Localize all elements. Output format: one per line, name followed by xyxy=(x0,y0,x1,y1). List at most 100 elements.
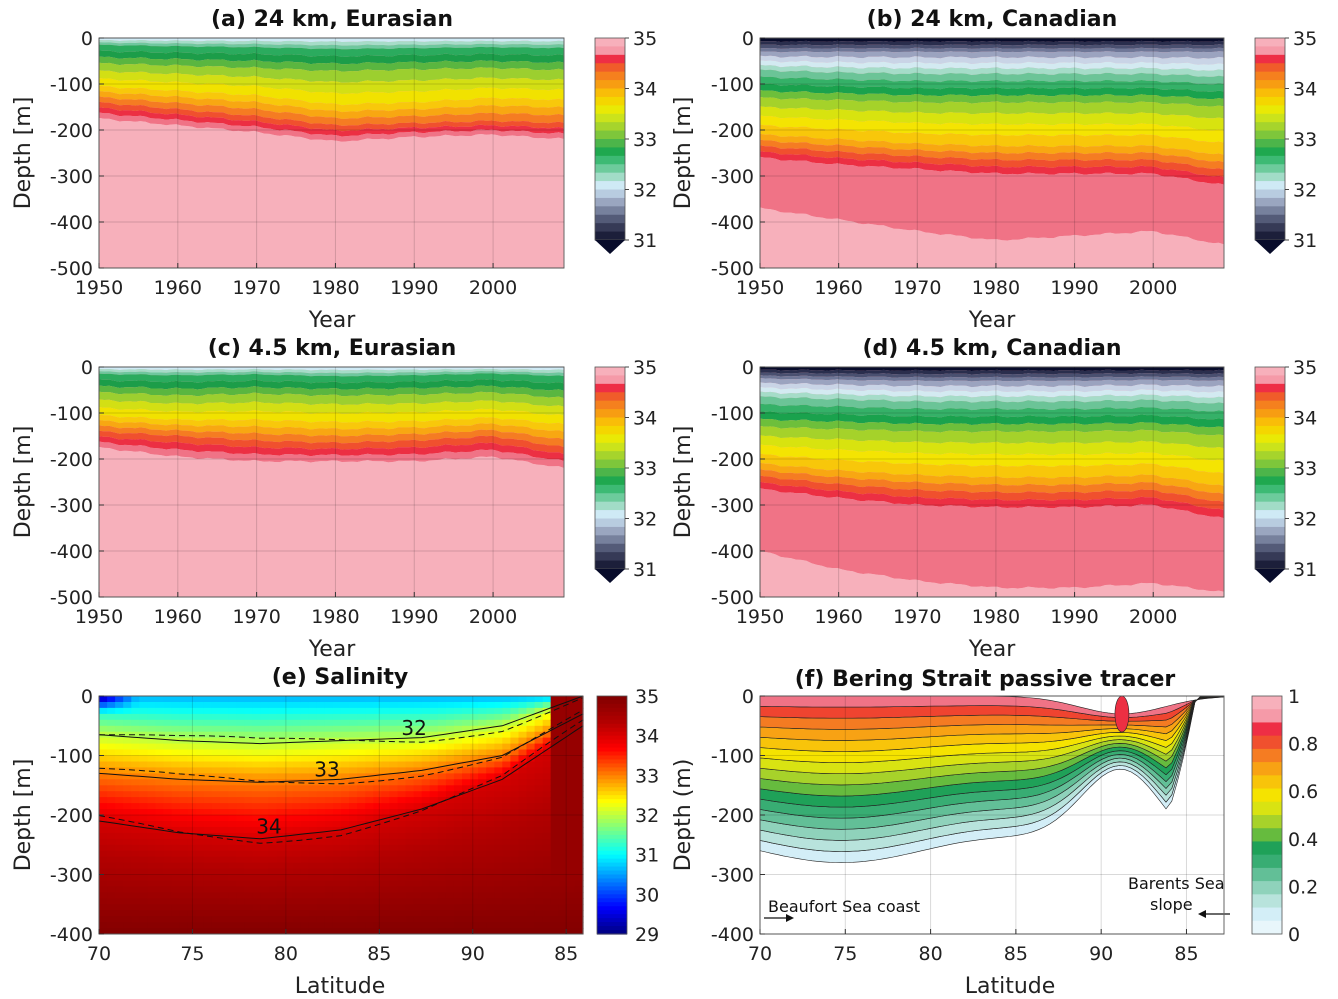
salinity-cell xyxy=(228,773,237,780)
salinity-cell xyxy=(566,821,576,828)
salinity-cell xyxy=(341,803,350,810)
salinity-cell xyxy=(300,707,310,715)
colorbar-band xyxy=(1252,881,1282,895)
salinity-cell xyxy=(171,755,181,762)
colorbar-band xyxy=(595,552,625,562)
salinity-cell xyxy=(574,713,584,721)
salinity-cell xyxy=(421,779,431,786)
salinity-cell xyxy=(349,928,358,935)
salinity-cell xyxy=(252,922,261,929)
salinity-cell xyxy=(163,713,173,721)
salinity-cell xyxy=(341,719,350,727)
salinity-cell xyxy=(268,809,278,816)
salinity-cell xyxy=(316,916,326,923)
salinity-cell xyxy=(534,874,544,881)
salinity-cell xyxy=(381,850,390,858)
salinity-cell xyxy=(179,719,189,727)
salinity-cell xyxy=(107,904,116,911)
salinity-cell xyxy=(155,702,165,709)
salinity-cell xyxy=(453,743,463,751)
salinity-cell xyxy=(421,826,431,834)
colorbar-band xyxy=(1252,828,1282,843)
salinity-cell xyxy=(236,874,245,881)
salinity-cell xyxy=(316,850,326,858)
salinity-cell xyxy=(179,731,189,739)
salinity-cell xyxy=(244,856,253,864)
salinity-cell xyxy=(494,874,503,881)
salinity-cell xyxy=(550,892,560,899)
salinity-cell xyxy=(244,880,253,887)
salinity-cell xyxy=(373,696,382,703)
salinity-cell xyxy=(542,713,552,721)
salinity-cell xyxy=(123,874,132,881)
y-tick-label: 0 xyxy=(742,686,754,708)
salinity-cell xyxy=(155,862,165,870)
salinity-cell xyxy=(324,910,334,917)
colorbar-band xyxy=(597,767,627,772)
salinity-cell xyxy=(332,731,342,739)
salinity-cell xyxy=(494,702,503,709)
salinity-cell xyxy=(389,868,399,875)
colorbar-band xyxy=(595,96,625,106)
salinity-cell xyxy=(413,874,423,881)
salinity-cell xyxy=(171,779,181,786)
salinity-cell xyxy=(115,815,124,822)
salinity-cell xyxy=(381,761,390,768)
salinity-cell xyxy=(437,898,447,905)
isohaline-obs-34 xyxy=(98,719,584,844)
panel-c-axes: 1950 1960 1970 1980 1990 20000-100-200-300-40… xyxy=(50,357,565,628)
salinity-cell xyxy=(220,838,229,846)
salinity-cell xyxy=(324,880,334,887)
salinity-cell xyxy=(365,785,374,792)
salinity-cell xyxy=(518,707,528,715)
contour-band xyxy=(99,56,564,72)
salinity-cell xyxy=(502,916,511,923)
salinity-cell xyxy=(211,725,221,733)
salinity-cell xyxy=(413,713,423,721)
salinity-cell xyxy=(462,826,471,834)
salinity-cell xyxy=(470,713,479,721)
salinity-cell xyxy=(550,910,560,917)
salinity-cell xyxy=(437,922,447,929)
colorbar-tick-label: 32 xyxy=(1293,509,1317,531)
salinity-cell xyxy=(550,696,560,703)
colorbar-band xyxy=(597,910,627,915)
salinity-cell xyxy=(453,725,463,733)
salinity-cell xyxy=(292,916,302,923)
salinity-cell xyxy=(107,743,116,751)
x-tick-label: 2000 xyxy=(1129,277,1177,299)
salinity-cell xyxy=(486,803,495,810)
salinity-cell xyxy=(99,886,108,893)
salinity-cell xyxy=(470,928,479,935)
salinity-cell xyxy=(332,892,342,899)
salinity-cell xyxy=(502,910,511,917)
contour-band xyxy=(99,425,564,448)
salinity-cell xyxy=(228,868,237,875)
colorbar-tick-label: 32 xyxy=(1293,180,1317,202)
salinity-cell xyxy=(284,874,294,881)
colorbar-band xyxy=(595,38,625,48)
salinity-cell xyxy=(518,838,528,846)
salinity-cell xyxy=(389,702,399,709)
salinity-cell xyxy=(123,922,132,929)
salinity-cell xyxy=(260,862,269,870)
salinity-cell xyxy=(155,910,165,917)
salinity-cell xyxy=(268,832,278,840)
salinity-cell xyxy=(453,910,463,917)
salinity-cell xyxy=(252,725,261,733)
colorbar-band xyxy=(595,197,625,207)
salinity-cell xyxy=(171,821,181,828)
salinity-cell xyxy=(462,725,471,733)
salinity-cell xyxy=(574,874,584,881)
salinity-cell xyxy=(558,844,568,852)
colorbar-band xyxy=(597,743,627,749)
salinity-cell xyxy=(365,850,374,858)
salinity-cell xyxy=(115,785,124,792)
salinity-cell xyxy=(123,719,132,727)
salinity-cell xyxy=(171,791,181,798)
salinity-cell xyxy=(300,773,310,780)
arrowhead-barents xyxy=(1198,910,1206,918)
salinity-cell xyxy=(284,821,294,828)
salinity-cell xyxy=(115,803,124,810)
salinity-cell xyxy=(155,791,165,798)
